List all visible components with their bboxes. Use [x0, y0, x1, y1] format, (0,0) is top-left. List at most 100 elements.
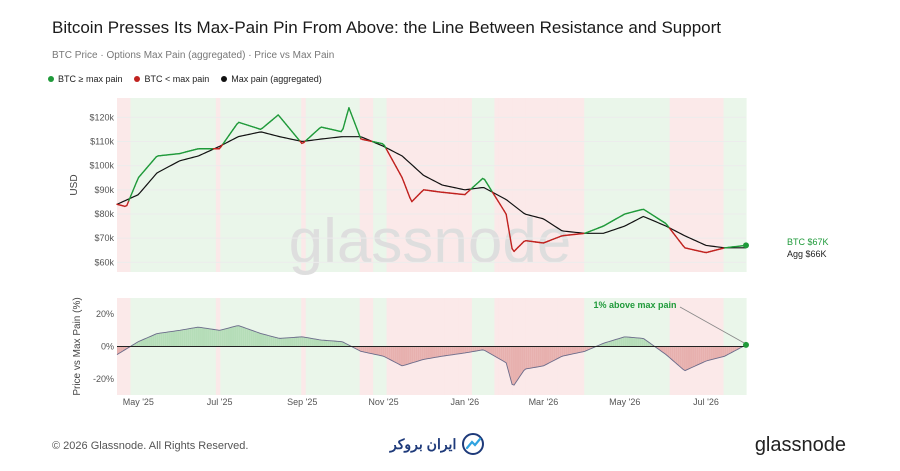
deviation-area — [307, 337, 310, 347]
legend-item-below[interactable]: BTC < max pain — [134, 74, 209, 84]
deviation-area — [439, 346, 442, 357]
footer-logo: glassnode — [754, 434, 846, 456]
panel-top-band — [431, 98, 437, 272]
panel-top-band — [404, 98, 410, 272]
panel-top-band — [669, 98, 675, 272]
deviation-area — [726, 346, 729, 356]
panel-top-band — [179, 98, 185, 272]
deviation-area — [402, 346, 404, 366]
panel-top-band — [188, 98, 194, 272]
legend-item-above[interactable]: BTC ≥ max pain — [48, 74, 122, 84]
deviation-area — [150, 335, 153, 347]
deviation-area — [671, 346, 674, 361]
x-tick-label: Sep '25 — [287, 397, 317, 407]
panel-top-band — [413, 98, 419, 272]
deviation-area — [152, 334, 155, 347]
deviation-area — [669, 346, 672, 360]
deviation-area — [635, 337, 638, 347]
panel-top-band — [296, 98, 302, 272]
panel-top-band — [148, 98, 154, 272]
btc-line-segment — [126, 200, 130, 207]
deviation-area — [179, 329, 182, 347]
deviation-area — [443, 346, 446, 357]
deviation-area — [303, 337, 306, 347]
deviation-area — [466, 346, 469, 353]
panel-top-band — [480, 98, 487, 272]
deviation-area — [580, 346, 583, 353]
y-tick-label-top: $100k — [89, 161, 114, 171]
y-tick-label-bottom: -20% — [93, 374, 114, 384]
deviation-line — [116, 325, 747, 386]
deviation-area — [341, 341, 344, 347]
panel-top-band — [409, 98, 415, 272]
footer-copyright: © 2026 Glassnode. All Rights Reserved. — [52, 440, 249, 452]
x-tick-label: Nov '25 — [368, 397, 398, 407]
deviation-area — [712, 346, 715, 360]
panel-top-band — [134, 98, 141, 272]
legend-dot-above — [48, 76, 54, 82]
x-tick-label: Jul '26 — [693, 397, 719, 407]
deviation-area — [732, 346, 735, 353]
deviation-area — [576, 346, 579, 354]
deviation-area — [643, 338, 646, 347]
panel-top-band — [516, 98, 522, 272]
panel-top-band — [139, 98, 145, 272]
panel-top-band — [597, 98, 603, 272]
panel-top-band — [427, 98, 433, 272]
panel-top-band — [552, 98, 558, 272]
panel-top-band — [714, 98, 720, 272]
deviation-area — [118, 346, 121, 354]
legend-item-maxpain[interactable]: Max pain (aggregated) — [221, 74, 322, 84]
deviation-area — [537, 346, 540, 367]
legend-label-below: BTC < max pain — [144, 74, 210, 84]
deviation-area — [197, 327, 200, 347]
panel-top-band — [125, 98, 132, 272]
deviation-area — [211, 329, 214, 347]
x-tick-label: Jan '26 — [450, 397, 479, 407]
deviation-area — [372, 346, 375, 355]
x-tick-label: May '25 — [123, 397, 154, 407]
deviation-area — [229, 327, 232, 347]
panel-top-band — [395, 98, 401, 272]
deviation-area — [472, 346, 475, 352]
deviation-area — [547, 346, 550, 364]
panel-top-band — [615, 98, 621, 272]
panel-top-band — [710, 98, 716, 272]
deviation-area — [142, 338, 145, 347]
panel-top-band — [359, 98, 365, 272]
deviation-area — [258, 332, 261, 347]
deviation-area — [677, 346, 680, 366]
panel-top-band — [458, 98, 464, 272]
deviation-area — [382, 346, 385, 357]
deviation-area — [242, 327, 245, 347]
deviation-area — [460, 346, 463, 354]
btc-line-segment — [352, 117, 356, 124]
deviation-area — [219, 329, 222, 347]
deviation-area — [620, 337, 623, 347]
deviation-area — [549, 346, 552, 363]
deviation-area — [535, 346, 538, 368]
deviation-area — [172, 331, 175, 347]
panel-top-band — [386, 98, 392, 272]
deviation-area — [225, 328, 228, 347]
panel-top-band — [121, 98, 127, 272]
deviation-area — [168, 331, 171, 347]
legend-label-maxpain: Max pain (aggregated) — [231, 74, 322, 84]
deviation-area — [175, 330, 178, 347]
deviation-area — [146, 337, 149, 347]
deviation-area — [502, 346, 505, 362]
deviation-area — [374, 346, 377, 355]
panel-top-band — [310, 98, 316, 272]
deviation-area — [254, 331, 257, 347]
deviation-area — [525, 346, 528, 369]
deviation-area — [183, 329, 186, 347]
deviation-area — [476, 346, 479, 351]
deviation-area — [431, 346, 434, 359]
deviation-area — [364, 346, 367, 353]
panel-top-band — [355, 98, 361, 272]
deviation-area — [559, 346, 562, 358]
deviation-area — [339, 341, 342, 347]
deviation-area — [252, 330, 255, 347]
deviation-area — [694, 346, 697, 367]
deviation-area — [276, 337, 279, 347]
